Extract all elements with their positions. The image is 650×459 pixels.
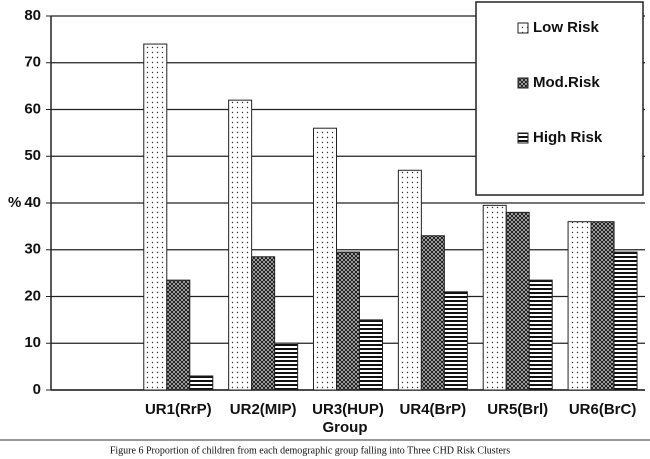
x-tick-label: UR2(MIP): [230, 401, 297, 418]
y-tick-label: 30: [24, 241, 41, 258]
bar: [397, 169, 422, 391]
x-tick-label: UR1(RrP): [145, 401, 212, 418]
legend-label: Mod.Risk: [533, 74, 600, 91]
bar: [166, 279, 191, 391]
x-tick-label: UR5(Brl): [487, 401, 548, 418]
legend-swatch: [517, 132, 529, 144]
bar: [567, 221, 592, 391]
x-tick-label: UR3(HUP): [312, 401, 384, 418]
y-tick-label: 0: [33, 381, 41, 398]
bar: [189, 375, 214, 391]
bar: [143, 43, 168, 391]
y-tick-label: 10: [24, 334, 41, 351]
bar: [590, 221, 615, 391]
bar: [420, 235, 445, 391]
bar: [443, 291, 468, 391]
x-tick-label: UR4(BrP): [400, 401, 467, 418]
bar: [528, 279, 553, 391]
x-axis-label: Group: [323, 419, 368, 436]
bar: [251, 256, 276, 391]
bar: [505, 211, 530, 391]
y-tick-label: 60: [24, 100, 41, 117]
legend-swatch: [517, 77, 529, 89]
y-axis-label: %: [8, 194, 21, 211]
bar: [313, 127, 337, 391]
bar: [228, 99, 253, 391]
legend-label: Low Risk: [533, 19, 600, 36]
legend-swatch: [517, 22, 529, 34]
bar: [359, 319, 383, 391]
bar: [336, 251, 360, 391]
legend-box: [475, 1, 644, 196]
y-tick-label: 40: [24, 194, 41, 211]
x-tick-label: UR6(BrC): [569, 401, 637, 418]
y-tick-label: 80: [24, 7, 41, 24]
bar: [482, 204, 507, 391]
legend-label: High Risk: [533, 129, 603, 146]
bar: [274, 342, 299, 391]
y-tick-label: 70: [24, 54, 41, 71]
y-tick-label: 50: [24, 147, 41, 164]
caption: Figure 6 Proportion of children from eac…: [110, 445, 510, 456]
y-tick-label: 20: [24, 287, 41, 304]
bar: [613, 251, 638, 391]
